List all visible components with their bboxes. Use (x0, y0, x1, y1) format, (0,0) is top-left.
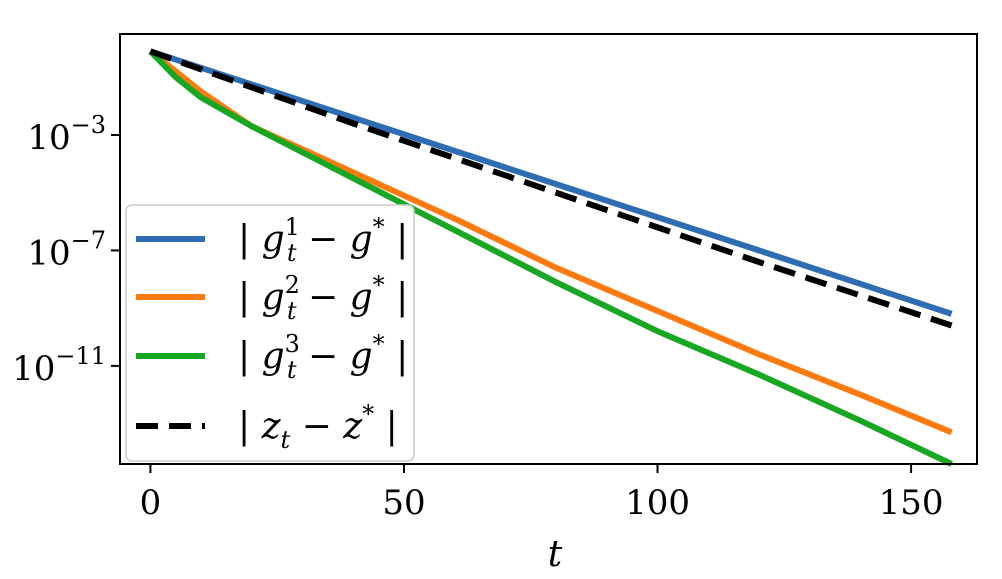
legend-box (125, 204, 415, 462)
x-axis: 0 50 100 150 (140, 464, 944, 523)
legend-label-2: | g2 t − g* | (238, 271, 408, 325)
x-tick-label: 150 (879, 483, 944, 523)
y-tick-label: 10−3 (27, 111, 106, 158)
x-tick-label: 0 (140, 483, 162, 523)
legend-label-1: | g1 t − g* | (238, 213, 408, 267)
x-axis-label: t (548, 534, 563, 575)
legend: | g1 t − g* || g2 t − g* || g3 t − g* | | zt… (125, 204, 415, 462)
y-tick-label: 10−7 (27, 226, 106, 273)
y-tick-label: 10−11 (12, 342, 106, 389)
y-axis: 10−3 10−7 10−11 (12, 111, 120, 389)
series-line-4 (149, 48, 953, 329)
series-line-2 (148, 48, 953, 436)
series-line-1 (149, 48, 953, 317)
legend-label-4: | zt − z* | (238, 400, 398, 454)
plot-frame (119, 33, 978, 465)
legend-label-3: | g3 t − g* | (238, 330, 408, 384)
legend-items: | g1 t − g* || g2 t − g* || g3 t − g* | | zt… (136, 213, 408, 454)
x-tick-label: 50 (382, 483, 425, 523)
x-tick-label: 100 (625, 483, 690, 523)
